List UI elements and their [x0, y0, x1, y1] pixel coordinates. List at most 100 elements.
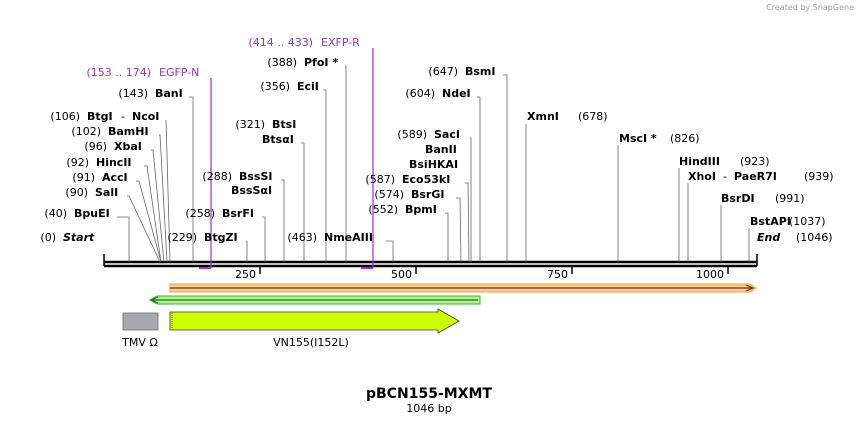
site-position: (90)	[65, 186, 88, 199]
site-position: (552)	[368, 203, 398, 216]
site-position: (647)	[428, 65, 458, 78]
site-bpmi[interactable]: (552) BpmI	[368, 203, 449, 262]
site-btgzi[interactable]: (229) BtgZI	[167, 231, 248, 262]
site-bsrfi[interactable]: (258) BsrFI	[185, 207, 266, 262]
site-name: BtsI	[272, 118, 296, 131]
site-position: (102)	[71, 125, 101, 138]
primer-range: (153 .. 174)	[86, 66, 151, 79]
site-name: XmnI	[527, 110, 559, 123]
site-position: (574)	[374, 188, 404, 201]
site-btgi-ncoi[interactable]: (106) BtgI - NcoI	[50, 110, 171, 263]
site-name: BtgI	[87, 110, 113, 123]
site-name: SalI	[95, 186, 118, 199]
tick-750: 750	[547, 266, 573, 281]
feature-vn155[interactable]: VN155(I152L)	[169, 308, 460, 349]
site-btsi[interactable]: (321) BtsI BtsαI	[235, 118, 305, 262]
site-msci[interactable]: MscI * (826)	[617, 132, 700, 262]
site-position: (143)	[118, 87, 148, 100]
site-position: (321)	[235, 118, 265, 131]
site-0-start[interactable]: (0) Start	[40, 231, 95, 244]
site-position: (939)	[804, 170, 834, 183]
site-name: BsmI	[465, 65, 496, 78]
site-name: BpmI	[405, 203, 437, 216]
site-position: (106)	[50, 110, 80, 123]
site-position: (91)	[72, 171, 95, 184]
site-name: BsrDI	[721, 192, 755, 205]
backbone	[103, 254, 758, 268]
tick-label-750: 750	[547, 268, 568, 281]
site-xbai[interactable]: (96) XbaI	[84, 140, 165, 263]
feature-tmv-omega[interactable]: TMV Ω	[121, 312, 159, 349]
primer-name: EXFP-R	[321, 36, 360, 49]
site-position: (826)	[670, 132, 700, 145]
site-position: (258)	[185, 207, 215, 220]
site-hindiii[interactable]: HindIII (923)	[678, 155, 770, 262]
site-name: BsrGI	[411, 188, 444, 201]
site-ecii[interactable]: (356) EciI	[260, 80, 327, 262]
tick-500: 500	[391, 266, 417, 281]
site-pfoi[interactable]: (388) PfoI *	[267, 56, 347, 262]
site-position: (0)	[40, 231, 56, 244]
primer-name: EGFP-N	[159, 66, 199, 79]
site-end[interactable]: End (1046)	[757, 231, 833, 244]
tick-250: 250	[235, 266, 261, 281]
snapgene-watermark: Created by SnapGene	[766, 3, 854, 12]
site-name: End	[757, 231, 780, 244]
site-name: Start	[63, 231, 95, 244]
site-name: XbaI	[114, 140, 142, 153]
site-position: (1037)	[789, 215, 826, 228]
plasmid-length: 1046 bp	[406, 402, 451, 415]
site-saci[interactable]: (589) SacI	[397, 128, 472, 262]
site-name-3: BanII	[425, 143, 457, 156]
site-bpuei[interactable]: (40) BpuEI	[44, 207, 130, 262]
site-name-2: NcoI	[132, 110, 159, 123]
site-position: (923)	[740, 155, 770, 168]
site-name: BsrFI	[222, 207, 254, 220]
site-name: PfoI *	[304, 56, 338, 69]
site-name: BpuEI	[74, 207, 110, 220]
tick-1000: 1000	[696, 266, 729, 281]
site-position: (587)	[365, 173, 395, 186]
site-xhoi-paer7i[interactable]: XhoI - PaeR7I (939)	[687, 170, 834, 262]
site-name: EciI	[297, 80, 319, 93]
site-bsrdi[interactable]: BsrDI (991)	[720, 192, 805, 262]
site-ndei[interactable]: (604) NdeI	[405, 87, 481, 262]
tick-label-250: 250	[235, 268, 256, 281]
site-position: (678)	[578, 110, 608, 123]
site-acci[interactable]: (91) AccI	[72, 171, 162, 263]
site-bsrgi[interactable]: (574) BsrGI	[374, 188, 462, 263]
site-name: HincII	[96, 156, 132, 169]
primer-exfp-r[interactable]: (414 .. 433) EXFP-R	[248, 36, 374, 269]
site-name: BamHI	[108, 125, 149, 138]
green-feature-arrow[interactable]	[148, 295, 481, 305]
site-name-2: BsiHKAI	[409, 158, 458, 171]
site-nmeaiii[interactable]: (463) NmeAIII	[287, 231, 394, 262]
site-name: BtgZI	[204, 231, 238, 244]
site-name: BssSI	[239, 170, 273, 183]
orange-feature-arrow[interactable]	[169, 283, 757, 293]
site-name: Eco53kI	[402, 173, 450, 186]
site-name-2: BssSαI	[231, 184, 272, 197]
site-bani[interactable]: (143) BanI	[118, 87, 194, 262]
site-bstapi[interactable]: BstAPI (1037)	[748, 215, 826, 262]
site-bsmi[interactable]: (647) BsmI	[428, 65, 508, 262]
site-position: (40)	[44, 207, 67, 220]
feature-label: VN155(I152L)	[273, 336, 349, 349]
site-bamhi[interactable]: (102) BamHI	[71, 125, 168, 263]
site-bsssi[interactable]: (288) BssSI BssSαI	[202, 170, 285, 262]
site-name-2: PaeR7I	[734, 170, 777, 183]
plasmid-title: pBCN155-MXMT	[366, 386, 492, 402]
feature-label: TMV Ω	[121, 336, 158, 349]
site-name: BanI	[155, 87, 183, 100]
site-position: (288)	[202, 170, 232, 183]
tick-label-500: 500	[391, 268, 412, 281]
site-hincii[interactable]: (92) HincII	[66, 156, 162, 263]
site-position: (388)	[267, 56, 297, 69]
site-name: XhoI	[688, 170, 716, 183]
site-sali[interactable]: (90) SalI	[65, 186, 161, 263]
primer-egfp-n[interactable]: (153 .. 174) EGFP-N	[86, 66, 212, 269]
site-position: (1046)	[796, 231, 833, 244]
site-eco53ki[interactable]: (587) Eco53kI BsiHKAI BanII	[365, 143, 470, 263]
site-xmni[interactable]: XmnI (678)	[525, 110, 608, 262]
